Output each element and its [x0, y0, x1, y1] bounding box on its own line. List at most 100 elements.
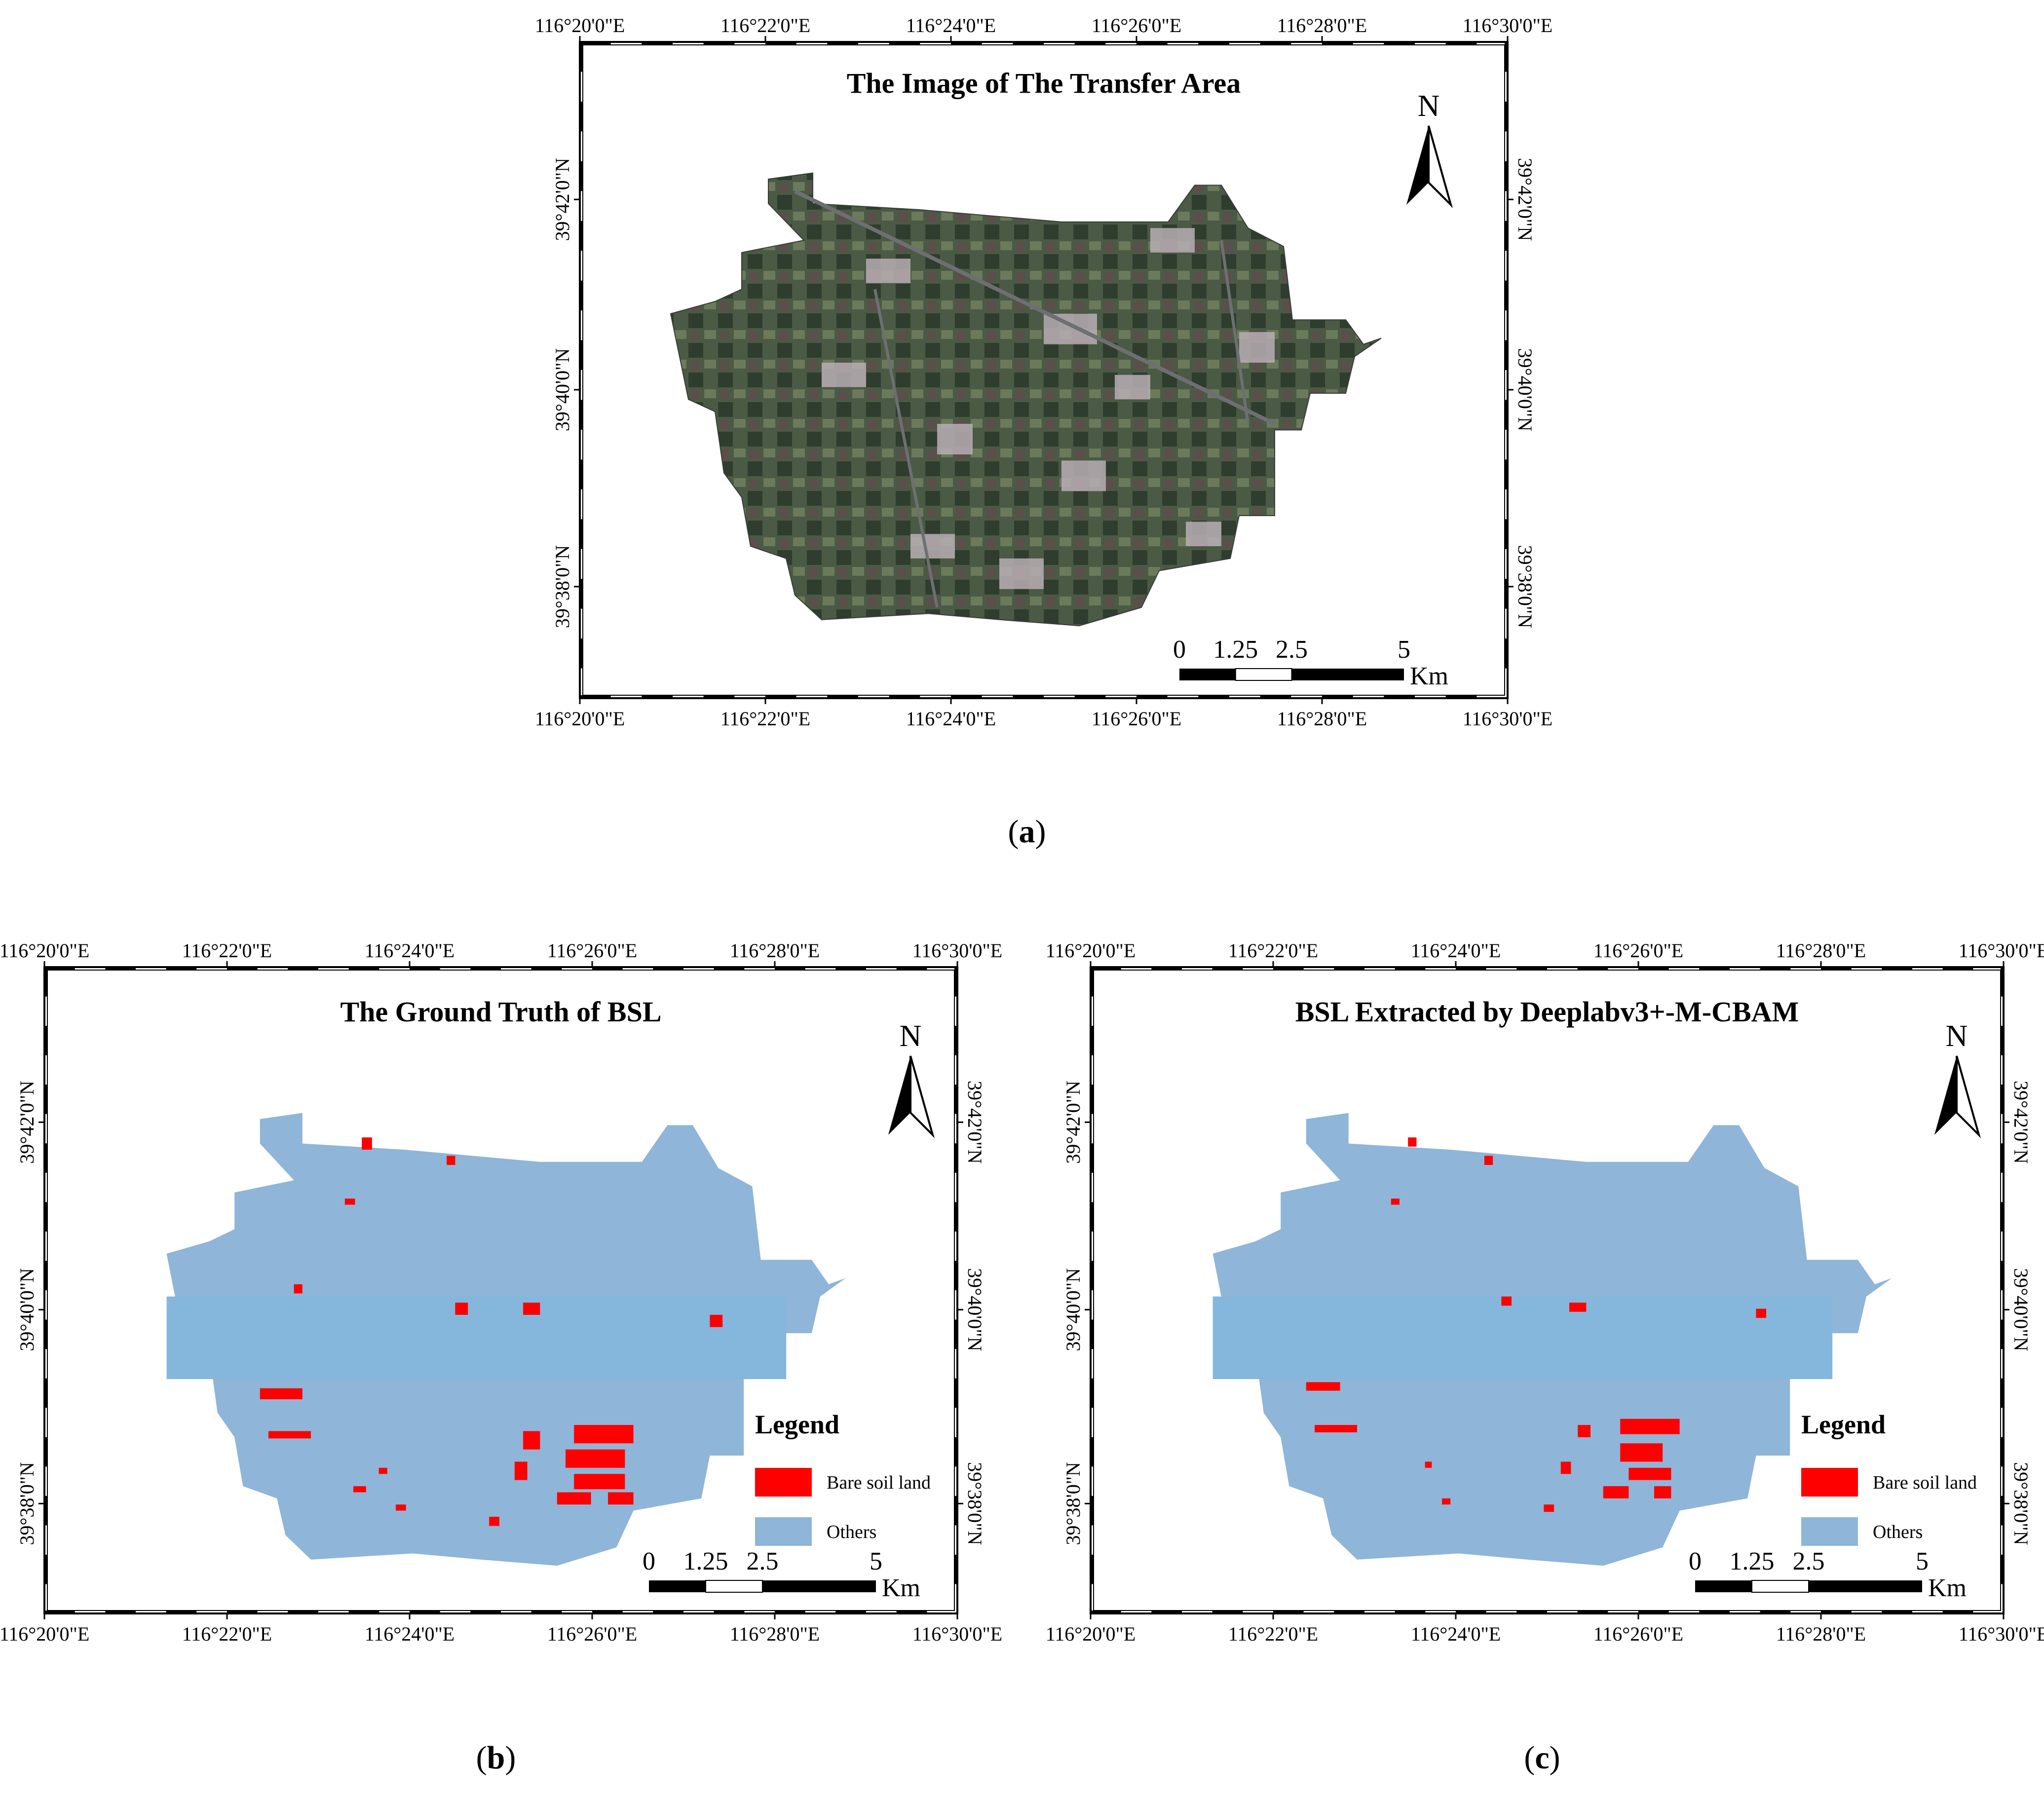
graticule-segment: [1699, 967, 1730, 970]
graticule-segment: [44, 1319, 47, 1349]
bare-soil-patch: [514, 1461, 528, 1480]
legend-swatch: [755, 1517, 812, 1546]
graticule-segment: [531, 967, 562, 970]
graticule-segment: [44, 1437, 47, 1467]
bare-soil-patch: [1391, 1199, 1400, 1205]
graticule-segment: [580, 400, 583, 430]
graticule-segment: [1212, 967, 1243, 970]
graticule-segment: [1091, 1202, 1094, 1232]
scale-label: 5: [870, 1547, 882, 1575]
graticule-segment: [410, 967, 440, 970]
lon-tick-label-bottom: 116°30'0"E: [1463, 708, 1552, 730]
graticule-segment: [580, 519, 583, 549]
lon-tick-label-top: 116°28'0"E: [1776, 939, 1866, 962]
scale-label: 1.25: [1213, 636, 1258, 664]
graticule-segment: [2001, 1085, 2004, 1114]
scale-bar-segment: [1179, 669, 1236, 680]
lon-tick-label-bottom: 116°24'0"E: [906, 708, 996, 730]
graticule-segment: [580, 161, 583, 191]
graticule-segment: [2001, 1026, 2004, 1055]
graticule-segment: [1505, 42, 1508, 72]
lat-tick-label-right: 39°40'0"N: [1514, 348, 1536, 431]
graticule-segment: [954, 1378, 957, 1408]
lon-tick-label-bottom: 116°24'0"E: [1411, 1623, 1501, 1645]
lat-tick-label-left: 39°42'0"N: [16, 1081, 38, 1163]
bare-soil-patch: [574, 1474, 625, 1490]
lat-tick-label-right: 39°38'0"N: [1514, 545, 1536, 628]
graticule-segment: [954, 1319, 957, 1349]
lon-tick-label-top: 116°22'0"E: [1228, 939, 1318, 962]
graticule-segment: [1091, 1611, 1121, 1613]
graticule-segment: [470, 1611, 501, 1613]
graticule-segment: [1821, 1611, 1852, 1613]
graticule-segment: [2001, 1554, 2004, 1584]
graticule-segment: [642, 695, 673, 698]
graticule-segment: [765, 695, 796, 698]
legend-item-label: Bare soil land: [827, 1472, 931, 1493]
bare-soil-patch: [1628, 1467, 1671, 1480]
graticule-segment: [2001, 1496, 2004, 1526]
scale-bar-segment: [1751, 1580, 1809, 1593]
lon-tick-label-top: 116°22'0"E: [182, 939, 272, 962]
scale-unit: Km: [882, 1574, 920, 1602]
graticule-segment: [1091, 1143, 1094, 1173]
bare-soil-patch: [1560, 1461, 1571, 1474]
graticule-segment: [896, 967, 927, 970]
graticule-segment: [954, 1261, 957, 1290]
highway-line: [794, 189, 1276, 426]
graticule-segment: [105, 967, 136, 970]
bare-soil-patch: [1306, 1382, 1340, 1391]
graticule-segment: [1273, 967, 1304, 970]
lon-tick-label-bottom: 116°20'0"E: [535, 708, 625, 730]
graticule-segment: [775, 1611, 805, 1613]
lat-tick-label-left: 39°38'0"N: [16, 1462, 38, 1545]
panel-caption-b: (b): [476, 1740, 516, 1776]
graticule-segment: [1334, 1611, 1364, 1613]
graticule-segment: [1091, 1319, 1094, 1349]
graticule-segment: [580, 42, 611, 45]
bare-soil-patch: [710, 1314, 723, 1327]
settlement-patch: [1115, 375, 1150, 400]
graticule-segment: [954, 1554, 957, 1584]
graticule-segment: [714, 1611, 745, 1613]
graticule-segment: [1505, 400, 1508, 430]
scale-bar-segment: [762, 1580, 876, 1592]
graticule-segment: [1638, 1611, 1669, 1613]
legend-title: Legend: [755, 1410, 839, 1439]
graticule-segment: [531, 1611, 562, 1613]
graticule-segment: [1198, 695, 1229, 698]
graticule-segment: [1505, 579, 1508, 609]
graticule-segment: [2001, 967, 2004, 997]
graticule-segment: [1699, 1611, 1730, 1613]
graticule-segment: [580, 101, 583, 132]
lat-tick-label-right: 39°42'0"N: [1514, 158, 1536, 241]
graticule-segment: [44, 1611, 75, 1613]
graticule-segment: [1882, 1611, 1912, 1613]
graticule-segment: [1091, 967, 1121, 970]
graticule-segment: [653, 1611, 683, 1613]
lat-tick-label-right: 39°40'0"N: [964, 1268, 986, 1351]
graticule-segment: [580, 42, 583, 72]
bare-soil-patch: [557, 1492, 591, 1505]
bare-soil-patch: [1484, 1156, 1493, 1165]
lat-tick-label-right: 39°38'0"N: [2010, 1462, 2032, 1545]
graticule-segment: [1516, 1611, 1547, 1613]
band-overlay: [1212, 1296, 1833, 1379]
bare-soil-patch: [1603, 1486, 1629, 1498]
scale-label: 2.5: [1276, 636, 1308, 664]
lon-tick-label-bottom: 116°22'0"E: [720, 708, 810, 730]
graticule-segment: [1445, 695, 1477, 698]
map-frame-b: 116°20'0"E 116°20'0"E 116°22'0"E 116°22'0"E…: [0, 939, 1002, 1645]
graticule-segment: [954, 1085, 957, 1114]
imagery-area: [670, 172, 1382, 627]
graticule-segment: [2001, 1378, 2004, 1408]
scale-bar-segment: [649, 1580, 706, 1592]
lon-tick-label-bottom: 116°26'0"E: [1092, 708, 1181, 730]
road-line: [873, 289, 939, 608]
lon-tick-label-top: 116°24'0"E: [365, 939, 454, 962]
scale-label: 2.5: [747, 1547, 779, 1575]
lat-tick-label-left: 39°38'0"N: [551, 545, 573, 628]
scale-bar-segment: [1809, 1580, 1922, 1592]
graticule-segment: [954, 1143, 957, 1173]
graticule-segment: [2001, 1319, 2004, 1349]
